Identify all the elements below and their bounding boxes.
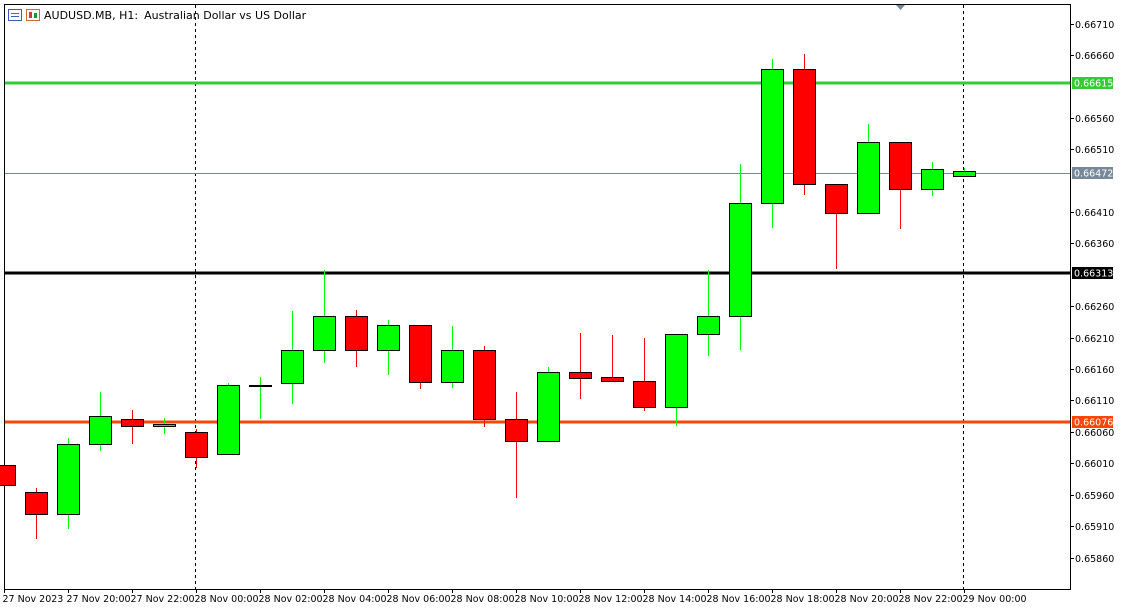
y-tick-label: 0.66060	[1075, 428, 1114, 439]
candle-body[interactable]	[25, 492, 48, 515]
candle-body[interactable]	[665, 334, 688, 408]
y-tick-label: 0.66260	[1075, 302, 1114, 313]
y-tick-label: 0.66210	[1075, 334, 1114, 345]
candle-body[interactable]	[89, 416, 112, 445]
candle-body[interactable]	[857, 142, 880, 214]
y-tick-label: 0.66110	[1075, 396, 1114, 407]
x-tick-label: 28 Nov 10:00	[515, 594, 579, 605]
y-tick-label: 0.66710	[1075, 20, 1114, 31]
x-tick-label: 28 Nov 12:00	[579, 594, 643, 605]
x-tick-label: 28 Nov 02:00	[259, 594, 323, 605]
candle-body[interactable]	[601, 377, 624, 382]
candle-body[interactable]	[185, 432, 208, 458]
candle-body[interactable]	[505, 419, 528, 442]
list-icon[interactable]	[8, 9, 22, 21]
y-tick-label: 0.66010	[1075, 459, 1114, 470]
y-tick-label: 0.66160	[1075, 365, 1114, 376]
candle-body[interactable]	[793, 69, 816, 185]
candle-body[interactable]	[377, 325, 400, 351]
y-tick-label: 0.66560	[1075, 114, 1114, 125]
x-tick-label: 28 Nov 20:00	[835, 594, 899, 605]
chart-bars-icon[interactable]	[26, 9, 40, 21]
candle-body[interactable]	[761, 69, 784, 204]
x-tick-label: 28 Nov 22:00	[899, 594, 963, 605]
y-tick-label: 0.66360	[1075, 239, 1114, 250]
candle-body[interactable]	[281, 350, 304, 384]
y-tick-label: 0.65860	[1075, 554, 1114, 565]
x-tick-label: 27 Nov 2023	[3, 594, 64, 605]
y-tick-label: 0.66510	[1075, 145, 1114, 156]
candle-body[interactable]	[313, 316, 336, 351]
price-label-green: 0.66615	[1074, 79, 1113, 90]
candle-body[interactable]	[921, 169, 944, 190]
symbol-label: AUDUSD.MB	[44, 8, 113, 22]
candle-body[interactable]	[57, 444, 80, 515]
candle-body[interactable]	[473, 350, 496, 420]
candle-body[interactable]	[569, 372, 592, 379]
y-tick-label: 0.66410	[1075, 208, 1114, 219]
separator-colon: :	[134, 8, 139, 22]
price-label-bg-orange	[1072, 416, 1113, 428]
x-tick-label: 28 Nov 16:00	[707, 594, 771, 605]
timeframe-label: H1	[119, 8, 135, 22]
candle-body[interactable]	[345, 316, 368, 351]
candle-body[interactable]	[729, 203, 752, 317]
candle-body[interactable]	[441, 350, 464, 383]
candle-body[interactable]	[537, 372, 560, 442]
candle-body[interactable]	[121, 419, 144, 427]
plot-frame	[4, 4, 1071, 590]
candle-body[interactable]	[633, 381, 656, 408]
x-tick-label: 29 Nov 00:00	[963, 594, 1027, 605]
candle-body[interactable]	[889, 142, 912, 190]
x-tick-label: 27 Nov 20:00	[67, 594, 131, 605]
candle-body[interactable]	[249, 385, 272, 387]
separator-comma: ,	[112, 8, 120, 22]
chart-shift-marker[interactable]	[896, 5, 905, 10]
x-tick-label: 28 Nov 18:00	[771, 594, 835, 605]
y-tick-label: 0.66660	[1075, 51, 1114, 62]
x-tick-label: 28 Nov 06:00	[387, 594, 451, 605]
x-tick-label: 27 Nov 22:00	[131, 594, 195, 605]
candle-body[interactable]	[409, 325, 432, 383]
candle-body[interactable]	[217, 385, 240, 455]
candle-body[interactable]	[0, 465, 16, 486]
chart-header: AUDUSD.MB, H1: Australian Dollar vs US D…	[8, 7, 306, 23]
price-label-bg-black	[1072, 267, 1113, 279]
x-tick-label: 28 Nov 00:00	[195, 594, 259, 605]
price-label-bg-current	[1072, 167, 1113, 179]
x-tick-label: 28 Nov 04:00	[323, 594, 387, 605]
price-label-orange: 0.66076	[1074, 418, 1113, 429]
symbol-description: Australian Dollar vs US Dollar	[144, 8, 307, 22]
price-label-current: 0.66472	[1074, 169, 1113, 180]
candle-body[interactable]	[153, 424, 176, 427]
price-label-black: 0.66313	[1074, 269, 1113, 280]
candle-body[interactable]	[953, 171, 976, 177]
candle-body[interactable]	[825, 184, 848, 214]
x-tick-label: 28 Nov 08:00	[451, 594, 515, 605]
candle-body[interactable]	[697, 316, 720, 335]
y-tick-label: 0.65910	[1075, 522, 1114, 533]
price-label-bg-green	[1072, 77, 1113, 89]
y-tick-label: 0.65960	[1075, 491, 1114, 502]
x-tick-label: 28 Nov 14:00	[643, 594, 707, 605]
